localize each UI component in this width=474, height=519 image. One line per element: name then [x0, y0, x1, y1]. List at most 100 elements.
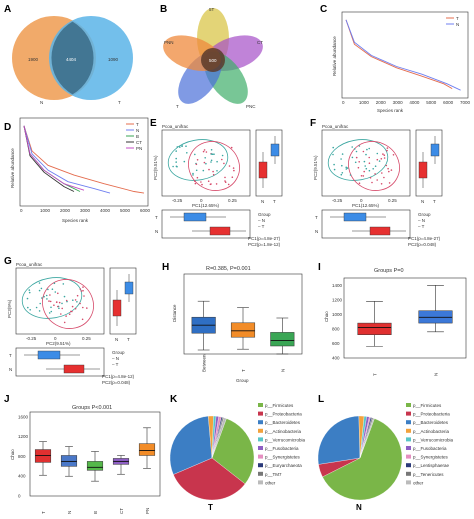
g-point-n [71, 305, 74, 308]
e-point-n [200, 181, 202, 183]
k-legend-swatch [258, 437, 263, 442]
f-title: Pcoa_unifrac [322, 124, 349, 129]
e-point-n [195, 163, 198, 166]
l-legend-label: p__Actinobacteria [413, 429, 450, 434]
e-x-tick: -0.25 [172, 198, 183, 203]
g-point-t [35, 306, 38, 309]
k-legend-swatch [258, 471, 263, 476]
f-point-t [340, 158, 342, 160]
f-point-t [368, 169, 371, 172]
f-point-n [383, 176, 385, 179]
e-legend-t: – T [258, 224, 265, 229]
k-legend-swatch [258, 480, 263, 485]
f-label: F [310, 118, 316, 129]
f-point-t [341, 153, 344, 155]
f-point-t [353, 148, 356, 150]
c-xlabel: Species rank [377, 108, 404, 113]
c-x-tick: 3000 [393, 100, 404, 105]
g-point-t [46, 298, 48, 300]
d-x-tick: 6000 [140, 208, 151, 213]
e-point-n [215, 183, 218, 185]
l-legend-swatch [406, 446, 411, 450]
plot-frame-i [343, 277, 467, 359]
d-series-line-N [23, 125, 111, 194]
i-title: Groups P=0 [374, 268, 404, 274]
g-point-t [63, 295, 66, 298]
f-point-n [382, 153, 384, 155]
plot-frame-c [341, 11, 469, 99]
h-title: R=0.385, P=0.001 [206, 266, 251, 272]
d-x-tick: 4000 [100, 208, 111, 213]
f-point-t [341, 172, 344, 174]
g-point-t [40, 287, 43, 290]
e-point-t [205, 162, 207, 165]
l-legend-swatch [406, 454, 411, 459]
g-point-t [62, 283, 65, 285]
e-point-n [203, 149, 206, 151]
panel-j-label: J [4, 394, 10, 405]
g-point-n [60, 313, 62, 315]
e-point-n [221, 158, 223, 161]
k-legend-label: p__TM7 [265, 472, 282, 477]
e-point-t [186, 152, 188, 154]
l-legend-label: other [413, 480, 424, 485]
g-point-t [58, 307, 60, 310]
e-box-t-vertical [270, 143, 280, 157]
panel-k: K T p__Firmicutes p__Proteobacteria p__Bac… [169, 394, 306, 512]
e-right-box-frame [255, 129, 283, 197]
g-box-n-horizontal [63, 364, 85, 374]
f-point-t [363, 160, 366, 163]
g-point-n [71, 310, 73, 313]
e-scatter-frame [161, 129, 251, 197]
f-box-t-horizontal [343, 212, 367, 222]
f-point-n [358, 182, 361, 184]
h-xlabel: Group [236, 378, 249, 383]
g-bottom-label-t: T [9, 353, 12, 358]
e-point-n [223, 162, 225, 165]
e-point-t [210, 153, 213, 155]
f-point-t [374, 165, 377, 167]
l-legend-label: p__Lentisphaerae [413, 463, 450, 468]
f-point-t [349, 174, 352, 176]
d-legend-label: B [136, 134, 139, 139]
venn-overlap [51, 21, 94, 95]
e-point-t [216, 170, 218, 172]
l-legend-swatch [406, 420, 411, 425]
g-point-n [82, 289, 84, 292]
f-point-t [351, 156, 354, 159]
e-point-n [228, 165, 231, 167]
j-box [86, 461, 104, 471]
d-series-line-CT [23, 125, 75, 192]
f-point-t [365, 153, 367, 156]
panel-d: D Species rank Relative abundance 0 1000 2… [4, 117, 151, 223]
e-ellipse-t [167, 139, 229, 181]
l-legend-swatch [406, 471, 411, 476]
k-legend-swatch [258, 420, 263, 425]
g-legend-n: – N [112, 356, 119, 361]
e-point-n [208, 168, 210, 171]
g-point-n [82, 286, 84, 288]
venn-overlap-value: 4404 [66, 57, 77, 62]
g-ellipse-n [42, 279, 94, 329]
flower-center [201, 48, 225, 72]
g-point-n [79, 288, 82, 290]
e-x-tick: 0 [200, 198, 203, 203]
k-legend-swatch [258, 411, 263, 416]
f-point-t [332, 146, 335, 149]
f-point-t [358, 145, 361, 147]
g-stat-1: PC1(p=4.8e-12) [102, 374, 135, 379]
d-xlabel: Species rank [62, 218, 89, 223]
e-point-n [232, 167, 235, 169]
f-legend-title: Group [418, 212, 431, 217]
k-legend-label: p__Actinobacteria [265, 429, 302, 434]
g-point-t [38, 282, 41, 284]
e-point-t [175, 161, 177, 163]
e-point-t [204, 157, 206, 159]
f-point-t [345, 168, 348, 170]
f-point-t [355, 150, 358, 153]
f-legend-t: – T [418, 224, 425, 229]
g-point-n [49, 300, 52, 303]
f-point-n [362, 175, 365, 177]
k-legend-label: p__Bacteroidetes [265, 420, 301, 425]
g-right-label-t: T [127, 337, 130, 342]
